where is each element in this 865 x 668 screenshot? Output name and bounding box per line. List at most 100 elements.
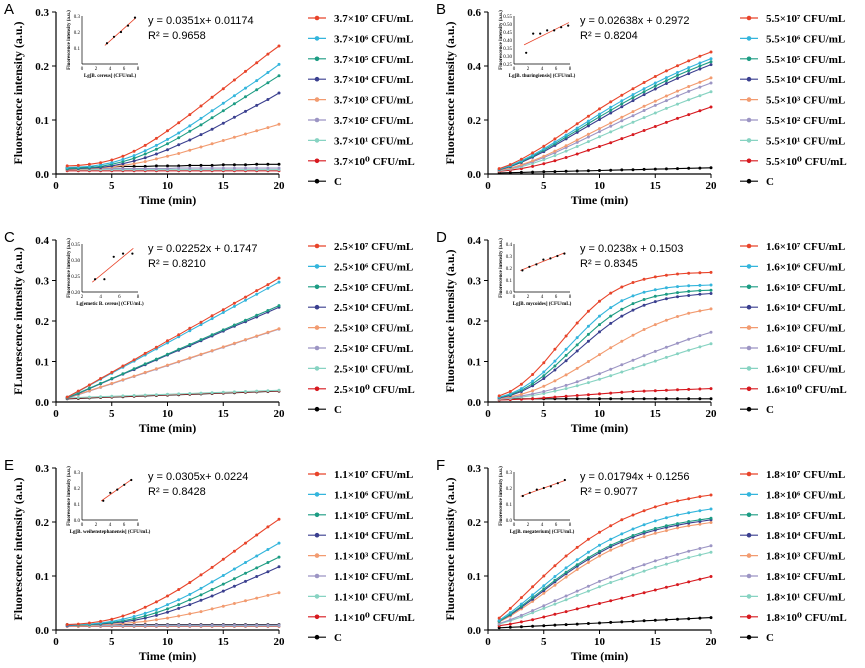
inset-y-tick-label: 0.2 [506,267,513,272]
data-point [99,377,103,380]
data-point [575,380,579,384]
data-point [199,133,203,137]
legend-label: C [766,176,774,188]
data-point [642,363,646,367]
y-tick-label: 0.2 [35,517,49,529]
inset-data-point [563,478,566,482]
y-tick-label: 0.3 [35,463,49,475]
data-point [709,387,713,391]
series-line [67,75,280,170]
data-point [609,108,613,112]
x-axis-title: Time (min) [139,649,196,663]
data-point [664,502,668,506]
data-point [687,580,691,584]
data-point [564,359,568,363]
data-point [676,295,679,299]
legend-label: 1.6×10⁴ CFU/mL [766,302,845,314]
data-point [598,107,601,111]
data-point [244,109,247,113]
panel-c: C 0 5 10 15 20 0.0 0.1 0.2 0.3 0.4 Time (min) FLuore… [4,229,415,435]
data-point [664,167,668,171]
data-point [143,614,147,618]
data-point [575,607,579,611]
data-point [564,373,568,377]
inset-data-point [546,29,549,32]
data-point [631,308,635,312]
legend-label: 2.5×10¹ CFU/mL [334,363,413,375]
inset-data-point [109,491,112,494]
data-point [531,585,535,589]
series-line [67,566,280,627]
series-line [499,167,712,174]
data-point [676,513,679,517]
series-line [499,82,712,172]
inset-x-tick-label: 8 [569,295,572,300]
inset-x-tick-label: 6 [555,523,558,528]
data-point [266,525,270,529]
data-point [244,163,247,167]
y-tick-label: 0.0 [467,397,481,409]
data-point [687,66,691,70]
data-point [687,294,691,297]
data-point [709,544,713,548]
data-point [664,524,668,528]
data-point [642,530,646,534]
data-point [586,148,590,152]
legend-swatch-marker [746,573,752,579]
data-point [121,162,125,166]
data-point [598,543,601,547]
data-point [598,602,601,605]
data-point [564,575,568,579]
data-point [598,377,601,381]
data-point [586,132,590,136]
data-point [564,594,568,598]
data-point [598,314,601,318]
data-point [642,523,646,527]
data-point [631,333,635,337]
data-point [642,277,646,281]
data-point [177,347,181,351]
data-point [143,143,147,147]
data-point [121,154,125,158]
data-point [676,341,679,345]
legend-label: 1.8×10⁰ CFU/mL [766,612,847,624]
data-point [553,395,557,399]
series-line [67,556,280,626]
x-axis-title: Time (min) [571,193,628,207]
data-point [598,112,601,116]
data-point [564,169,568,173]
data-point [676,617,679,621]
data-point [709,330,713,334]
inset-data-point [553,29,556,32]
data-point [121,160,125,164]
legend-swatch-marker [746,532,752,538]
data-point [542,370,546,374]
data-point [99,161,103,165]
data-point [177,164,181,168]
inset-y-tick-label: 0.1 [506,279,513,284]
data-point [232,115,236,119]
data-point [698,397,702,401]
data-point [687,617,691,621]
inset-y-tick-label: 0.3 [74,15,81,20]
data-point [188,392,192,395]
data-point [177,131,181,135]
data-point [177,143,181,147]
data-point [620,577,624,581]
data-point [676,102,679,106]
data-point [199,320,203,324]
series-line [499,308,712,399]
data-point [609,100,613,104]
inset-data-point [102,499,105,502]
data-point [121,394,125,398]
inset-x-tick-label: 6 [555,295,558,300]
data-point [664,76,668,80]
data-point [620,93,624,97]
legend-swatch-marker [746,634,752,640]
data-point [154,393,158,397]
data-point [620,571,624,575]
inset-x-tick-label: 4 [99,295,102,300]
data-point [531,397,535,401]
legend-swatch-marker [746,614,752,620]
inset-data-point [105,42,109,45]
